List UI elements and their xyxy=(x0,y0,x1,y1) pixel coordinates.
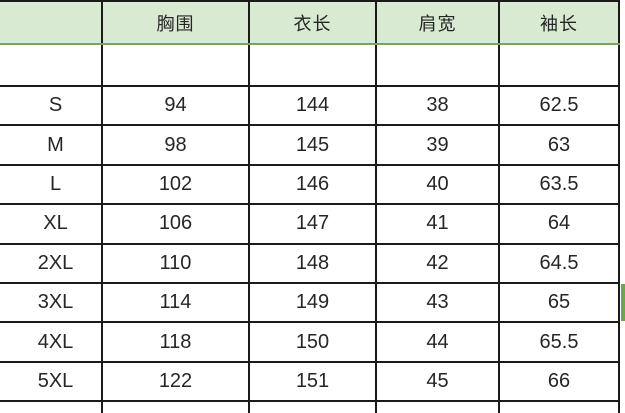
table-cell: 106 xyxy=(103,205,250,243)
table-cell: 147 xyxy=(250,205,377,243)
table-cell: L xyxy=(0,165,103,204)
table-cell: 40 xyxy=(377,165,500,204)
table-cell: 63 xyxy=(500,126,620,164)
table-row: XL 106 147 41 64 xyxy=(0,205,620,245)
header-cell-shoulder: 肩宽 xyxy=(377,2,500,43)
table-cell: 122 xyxy=(103,362,250,401)
table-cell: 64 xyxy=(500,205,620,243)
table-cell: 62.5 xyxy=(500,87,620,125)
table-cell: 44 xyxy=(377,323,500,361)
table-cell: 145 xyxy=(250,126,377,164)
table-cell: 43 xyxy=(377,283,500,322)
table-cell: 65 xyxy=(500,283,620,322)
header-cell-blank xyxy=(0,2,103,43)
table-cell: 65.5 xyxy=(500,323,620,361)
table-header-row: 胸围 衣长 肩宽 袖长 xyxy=(0,0,620,45)
table-cell: 2XL xyxy=(0,244,103,282)
table-cell: 66 xyxy=(500,362,620,401)
table-cell: 98 xyxy=(103,126,250,164)
table-cell: 150 xyxy=(250,323,377,361)
table-cell: S xyxy=(0,87,103,125)
table-cell xyxy=(250,402,377,413)
table-row xyxy=(0,402,620,413)
header-cell-sleeve: 袖长 xyxy=(500,2,620,43)
table-row: 3XL 114 149 43 65 xyxy=(0,283,620,324)
table-cell: 38 xyxy=(377,87,500,125)
table-row: S 94 144 38 62.5 xyxy=(0,87,620,127)
table-cell: 94 xyxy=(103,87,250,125)
table-cell: 118 xyxy=(103,323,250,361)
table-row: 2XL 110 148 42 64.5 xyxy=(0,244,620,284)
table-cell: 114 xyxy=(103,283,250,322)
table-cell xyxy=(0,402,103,413)
table-cell xyxy=(103,45,250,85)
table-cell: 144 xyxy=(250,87,377,125)
table-cell: 5XL xyxy=(0,362,103,401)
table-cell: 45 xyxy=(377,362,500,401)
table-row: 4XL 118 150 44 65.5 xyxy=(0,323,620,363)
table-cell: 3XL xyxy=(0,283,103,322)
table-cell: 110 xyxy=(103,244,250,282)
table-cell: 63.5 xyxy=(500,165,620,204)
table-cell: 149 xyxy=(250,283,377,322)
table-row xyxy=(0,45,620,87)
table-row: L 102 146 40 63.5 xyxy=(0,165,620,206)
table-cell: 42 xyxy=(377,244,500,282)
table-row: 5XL 122 151 45 66 xyxy=(0,362,620,403)
table-cell: 148 xyxy=(250,244,377,282)
table-cell: 41 xyxy=(377,205,500,243)
table-cell xyxy=(250,45,377,85)
size-table-body: S 94 144 38 62.5 M 98 145 39 63 L 102 146 40 63.5 XL 106… xyxy=(0,45,620,413)
table-cell: 64.5 xyxy=(500,244,620,282)
table-cell xyxy=(500,45,620,85)
table-cell: 102 xyxy=(103,165,250,204)
table-cell: 4XL xyxy=(0,323,103,361)
table-cell: 146 xyxy=(250,165,377,204)
table-row: M 98 145 39 63 xyxy=(0,126,620,166)
table-cell: 151 xyxy=(250,362,377,401)
header-cell-length: 衣长 xyxy=(250,2,377,43)
table-cell xyxy=(500,402,620,413)
table-cell xyxy=(103,402,250,413)
table-cell xyxy=(0,45,103,85)
header-cell-chest: 胸围 xyxy=(103,2,250,43)
table-cell: M xyxy=(0,126,103,164)
table-cell xyxy=(377,402,500,413)
table-cell xyxy=(377,45,500,85)
selection-fragment xyxy=(621,284,625,321)
table-cell: 39 xyxy=(377,126,500,164)
table-cell: XL xyxy=(0,205,103,243)
